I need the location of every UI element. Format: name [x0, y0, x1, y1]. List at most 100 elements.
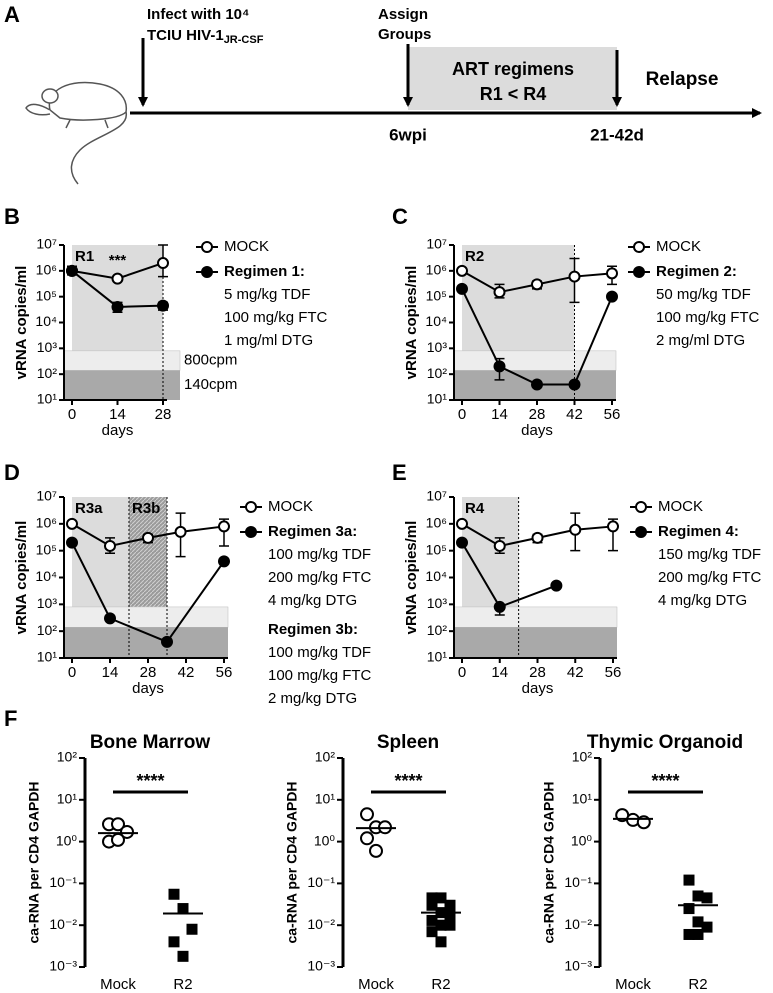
y-tick-label: 10⁶ [426, 515, 447, 531]
data-point [435, 936, 447, 948]
legend-detail: 100 mg/kg FTC [656, 309, 760, 326]
chart-title: Thymic Organoid [587, 732, 743, 753]
legend-label: Regimen 3a: [268, 523, 357, 540]
legend-label: Regimen 2: [656, 263, 737, 280]
y-tick-label: 10² [427, 622, 448, 638]
data-point [435, 892, 447, 904]
end-label: 21-42d [590, 125, 644, 144]
data-point [435, 919, 447, 931]
legend-detail: 4 mg/kg DTG [268, 592, 357, 609]
data-point [111, 832, 125, 847]
legend-detail: 4 mg/kg DTG [658, 592, 747, 609]
data-point [111, 300, 124, 313]
data-point [493, 286, 506, 299]
legend-detail: 100 mg/kg FTC [268, 667, 372, 684]
virus-strain: JR-CSF [224, 34, 264, 46]
x-tick-label: 42 [566, 406, 583, 423]
data-point [157, 299, 169, 312]
legend-label: MOCK [656, 238, 701, 255]
x-tick-label: 0 [68, 406, 76, 423]
y-tick-label: 10² [572, 749, 593, 765]
data-point [701, 921, 713, 933]
y-tick-label: 10⁶ [36, 515, 57, 531]
chart-title: Bone Marrow [90, 732, 211, 753]
data-point [168, 888, 180, 900]
y-tick-label: 10⁵ [36, 287, 57, 303]
data-point [568, 378, 581, 391]
y-tick-label: 10¹ [57, 791, 78, 807]
x-tick-label: 14 [109, 406, 126, 423]
chart-title: Spleen [377, 732, 439, 753]
data-point [426, 899, 438, 911]
data-point [683, 874, 695, 886]
legend-marker [201, 241, 213, 253]
data-point [456, 536, 468, 549]
data-point [174, 525, 187, 538]
panel-label: D [4, 460, 20, 485]
y-tick-label: 10⁻¹ [49, 874, 77, 890]
panel-label: B [4, 204, 20, 229]
legend-marker [201, 266, 213, 278]
y-axis-label: vRNA copies/ml [403, 521, 420, 635]
x-tick-label: 28 [529, 406, 546, 423]
data-point [568, 270, 581, 283]
legend-detail: 5 mg/kg TDF [224, 286, 310, 303]
y-tick-label: 10⁻³ [564, 958, 592, 974]
legend-detail: 2 mg/kg DTG [268, 690, 357, 707]
y-tick-label: 10² [37, 365, 58, 381]
panel-label: E [392, 460, 407, 485]
data-point [683, 903, 695, 915]
data-point [493, 539, 506, 552]
legend-detail: 150 mg/kg TDF [658, 546, 761, 563]
threshold-band [453, 606, 618, 628]
groups-label: Groups [378, 26, 431, 43]
significance: **** [394, 771, 422, 791]
y-tick-label: 10² [57, 749, 78, 765]
data-point [692, 916, 704, 928]
treatment-shade [72, 245, 163, 351]
legend-label: MOCK [224, 238, 269, 255]
x-tick-label: 0 [458, 664, 466, 681]
y-tick-label: 10⁻¹ [564, 874, 592, 890]
panel-label: A [4, 2, 20, 27]
data-point [157, 257, 169, 270]
y-tick-label: 10⁴ [425, 313, 447, 329]
y-tick-label: 10³ [427, 339, 448, 355]
threshold-label: 800cpm [184, 352, 237, 369]
legend-marker [245, 526, 257, 538]
y-tick-label: 10⁰ [314, 832, 336, 848]
y-tick-label: 10⁻¹ [307, 874, 335, 890]
legend-marker [635, 501, 647, 513]
y-axis-label: vRNA copies/ml [13, 266, 30, 380]
x-tick-label: 28 [140, 664, 157, 681]
y-tick-label: 10⁻³ [307, 958, 335, 974]
x-tick-label: Mock [358, 976, 394, 993]
threshold-band [454, 627, 617, 658]
data-point [493, 360, 506, 373]
shade-label: R3a [75, 500, 103, 517]
data-point [493, 600, 506, 613]
data-point [360, 807, 374, 822]
legend-marker [635, 526, 647, 538]
y-tick-label: 10¹ [315, 791, 336, 807]
legend-detail: 1 mg/ml DTG [224, 332, 313, 349]
data-point [66, 517, 78, 530]
data-point [569, 523, 582, 536]
y-tick-label: 10⁰ [571, 832, 593, 848]
legend-detail: 100 mg/kg FTC [224, 309, 328, 326]
x-tick-label: 0 [68, 664, 76, 681]
significance: *** [109, 252, 127, 269]
timeline-panel: Infect with 10⁴ TCIU HIV-1JR-CSF Assign … [25, 6, 762, 185]
legend-label: Regimen 4: [658, 523, 739, 540]
y-tick-label: 10³ [427, 595, 448, 611]
y-tick-label: 10¹ [572, 791, 593, 807]
data-point [104, 539, 116, 552]
data-point [111, 817, 125, 832]
legend-detail: 200 mg/kg FTC [658, 569, 762, 586]
data-point [369, 843, 383, 858]
data-point [606, 290, 618, 303]
data-point [456, 282, 468, 295]
data-point [531, 278, 543, 291]
threshold-band [64, 370, 180, 400]
